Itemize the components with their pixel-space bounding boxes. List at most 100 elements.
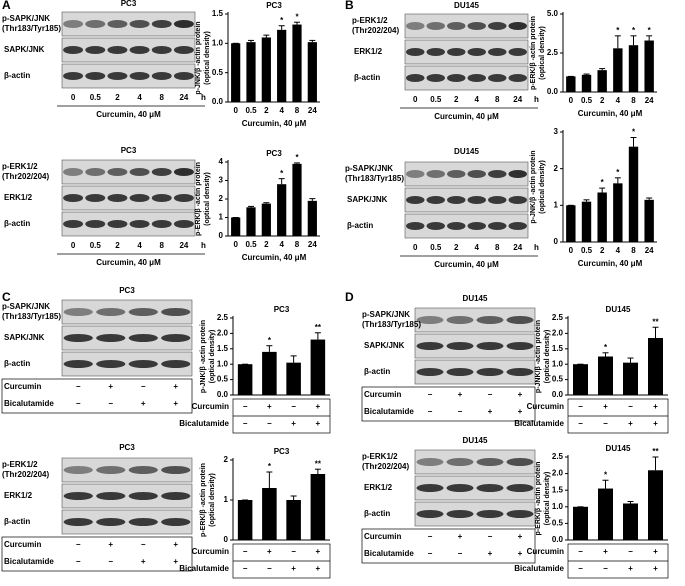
blot-title: PC3 <box>119 443 135 452</box>
treatment-name: Curcumin <box>364 390 401 399</box>
blot-band <box>446 316 474 324</box>
blot-row-label: p-SAPK/JNK <box>2 14 50 23</box>
treatment-name: Curcumin <box>192 547 229 556</box>
lane-label: 0.5 <box>90 93 102 102</box>
treatment-sign: + <box>518 390 523 399</box>
significance: ** <box>652 447 659 456</box>
x-tick-label: 2 <box>600 96 605 105</box>
bar <box>644 40 654 92</box>
bar <box>262 488 277 540</box>
blot-row-sublabel: (Thr202/204) <box>362 462 409 471</box>
blot-band <box>161 334 191 342</box>
x-tick-label: 8 <box>631 246 636 255</box>
blot-band <box>406 48 425 56</box>
treatment-sign: + <box>108 540 113 549</box>
blot-band <box>506 368 534 376</box>
significance: * <box>604 343 608 352</box>
bar <box>261 203 271 236</box>
blot-band <box>63 466 93 474</box>
blot-band <box>508 222 527 230</box>
y-tick-label: 0.0 <box>552 535 564 544</box>
bar <box>648 338 663 395</box>
blot-band <box>96 334 126 342</box>
blot-band <box>107 194 128 202</box>
blot-band <box>63 492 93 500</box>
significance: * <box>648 26 652 35</box>
blot-band <box>128 466 158 474</box>
x-tick-label: 24 <box>645 96 654 105</box>
blot-frame <box>404 39 529 65</box>
blot-frame <box>404 65 529 91</box>
treatment-sign: + <box>316 564 321 573</box>
blot-band <box>508 196 527 204</box>
treatment-sign: + <box>267 402 272 411</box>
treatment-sign: − <box>76 540 81 549</box>
significance: * <box>616 168 620 177</box>
blot-band <box>446 510 474 518</box>
panel-label: C <box>2 290 11 304</box>
blot-band <box>151 20 172 28</box>
treatment-sign: + <box>267 547 272 556</box>
blot-title: DU145 <box>463 436 488 445</box>
treatment-sign: + <box>458 532 463 541</box>
blot-band <box>476 458 504 466</box>
blot-band <box>151 220 172 228</box>
y-axis-label: (optical density) <box>544 330 551 384</box>
blot-frame <box>61 63 196 89</box>
blot-band <box>63 220 84 228</box>
bar <box>628 45 639 92</box>
lane-label: 0 <box>71 241 76 250</box>
blot-band <box>416 368 444 376</box>
y-tick-label: 1.5 <box>552 485 564 494</box>
blot-row-label: β-actin <box>4 517 30 526</box>
treatment-label: Curcumin, 40 μM <box>96 110 161 119</box>
treatment-name: Bicalutamide <box>364 407 414 416</box>
blot-band <box>129 46 150 54</box>
blot-band <box>151 46 172 54</box>
treatment-sign: − <box>578 547 583 556</box>
treatment-sign: − <box>458 549 463 558</box>
blot-row-label: p-ERK1/2 <box>2 162 38 171</box>
treatment-sign: − <box>76 557 81 566</box>
blot-row-label: β-actin <box>364 367 390 376</box>
treatment-sign: − <box>76 382 81 391</box>
treatment-sign: + <box>173 557 178 566</box>
lane-unit: h <box>534 95 539 104</box>
significance: * <box>604 470 608 479</box>
blot-band <box>406 196 425 204</box>
blot-band <box>426 170 445 178</box>
blot-band <box>63 72 84 80</box>
blot-band <box>426 74 445 82</box>
x-tick-label: 0 <box>569 246 574 255</box>
lane-label: 2 <box>115 93 120 102</box>
blot-band <box>128 308 158 316</box>
treatment-sign: − <box>578 419 583 428</box>
blot-row-label: p-ERK1/2 <box>352 16 388 25</box>
treatment-sign: + <box>291 419 296 428</box>
blot-band <box>446 458 474 466</box>
treatment-sign: + <box>173 382 178 391</box>
bar <box>597 70 607 92</box>
x-tick-label: 0 <box>233 106 238 115</box>
bar <box>307 42 317 102</box>
y-axis-label: (optical density) <box>204 31 211 85</box>
blot-row-label: β-actin <box>347 221 373 230</box>
treatment-sign: + <box>628 564 633 573</box>
blot-row-label: p-SAPK/JNK <box>2 302 50 311</box>
bar <box>277 29 287 103</box>
treatment-name: Curcumin <box>4 382 41 391</box>
blot-band <box>467 74 486 82</box>
blot-band <box>476 484 504 492</box>
blot-band <box>63 168 84 176</box>
blot-row-label: p-SAPK/JNK <box>362 310 410 319</box>
chart-title: DU145 <box>606 444 631 453</box>
treatment-sign: + <box>316 402 321 411</box>
blot-band <box>173 194 194 202</box>
y-tick-label: 1.5 <box>212 9 224 18</box>
treatment-name: Bicalutamide <box>514 564 564 573</box>
bar <box>292 163 302 236</box>
blot-band <box>446 368 474 376</box>
treatment-name: Bicalutamide <box>364 549 414 558</box>
x-tick-label: 4 <box>616 246 621 255</box>
y-tick-label: 0.5 <box>212 68 224 77</box>
